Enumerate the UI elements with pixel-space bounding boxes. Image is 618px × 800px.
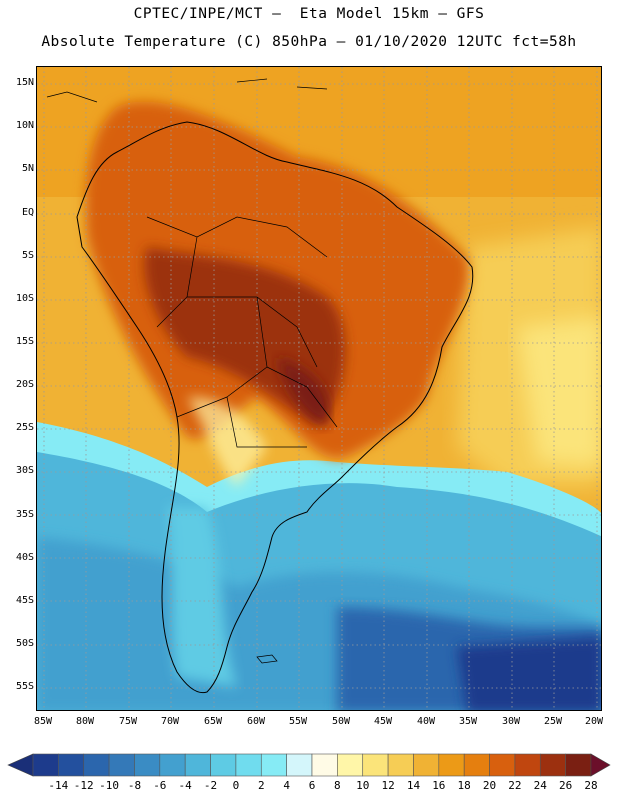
lon-label: 65W [203,716,223,727]
lon-label: 80W [75,716,95,727]
colorbar-cell [463,753,490,777]
lon-label: 45W [373,716,393,727]
caribbean-islands [46,78,328,103]
colorbar-labels: -14 -12 -10 -8 -6 -4 -2 0 2 4 6 8 10 12 14 16 18 20 22 24 26… [48,779,597,792]
colorbar-cell [235,753,262,777]
colorbar-cell [210,753,237,777]
lat-label: 50S [15,638,34,649]
colorbar-tick-label: -4 [179,779,193,792]
colorbar-cell [108,753,135,777]
lat-label: 5S [21,250,34,261]
cold-zone-5 [457,637,601,710]
lat-label: 40S [15,552,34,563]
colorbar-cell [159,753,186,777]
lon-label: 40W [416,716,436,727]
colorbar-cell [565,753,592,777]
colorbar-tick-label: -10 [99,779,119,792]
lon-label: 75W [118,716,138,727]
temperature-map [37,67,601,710]
continent-hottest [277,357,329,427]
colorbar: -14 -12 -10 -8 -6 -4 -2 0 2 4 6 8 10 12 14 16 18 20 22 24 26… [7,753,611,792]
colorbar-tick-label: 16 [432,779,445,792]
colorbar-tick-label: 4 [283,779,290,792]
lat-label: 10S [15,293,34,304]
country-borders [146,216,338,448]
colorbar-tick-label: -2 [204,779,217,792]
colorbar-tick-label: 28 [584,779,597,792]
colorbar-cell [337,753,364,777]
colorbar-cell [58,753,85,777]
lat-label: 5N [21,163,34,174]
colorbar-cell [387,753,414,777]
patagonia-cool [167,507,237,687]
colorbar-tick-label: 20 [483,779,496,792]
lat-label: 25S [15,422,34,433]
lat-label: 20S [15,379,34,390]
colorbar-tick-label: 8 [334,779,341,792]
colorbar-cell [514,753,541,777]
east-atlantic-pale [517,317,601,467]
lon-label: 60W [246,716,266,727]
lat-label: 10N [15,120,34,131]
colorbar-cell [438,753,465,777]
colorbar-high-arrow [590,753,611,777]
colorbar-cell [134,753,161,777]
colorbar-cell [311,753,338,777]
colorbar-tick-label: 6 [309,779,316,792]
colorbar-tick-label: -12 [74,779,94,792]
falkland-islands [256,654,278,664]
colorbar-cell [489,753,516,777]
lon-label: 85W [33,716,53,727]
title-line-1: CPTEC/INPE/MCT – Eta Model 15km – GFS [133,6,485,22]
colorbar-cell [260,753,287,777]
map-frame [36,66,602,711]
colorbar-cell [413,753,440,777]
lat-label: 15S [15,336,34,347]
lat-label: 15N [15,77,34,88]
lon-label: 50W [331,716,351,727]
lon-label: 35W [458,716,478,727]
colorbar-cell [32,753,59,777]
colorbar-tick-label: 26 [559,779,572,792]
colorbar-cell [286,753,313,777]
colorbar-tick-label: 24 [534,779,548,792]
south-america-coastline [76,121,474,694]
lat-label: 45S [15,595,34,606]
lat-label: 30S [15,465,34,476]
colorbar-cell [184,753,211,777]
colorbar-tick-label: 22 [508,779,521,792]
lat-label: EQ [21,207,34,218]
lat-label: 35S [15,509,34,520]
colorbar-tick-label: 0 [233,779,240,792]
lon-label: 20W [584,716,604,727]
andes-cool-strip [187,397,267,487]
colorbar-tick-label: 2 [258,779,265,792]
lon-label: 55W [288,716,308,727]
colorbar-tick-label: -14 [48,779,68,792]
lat-label: 55S [15,681,34,692]
lon-label: 25W [543,716,563,727]
colorbar-cell [539,753,566,777]
colorbar-tick-label: 10 [356,779,369,792]
colorbar-tick-label: 14 [407,779,421,792]
colorbar-low-arrow [7,753,34,777]
colorbar-cells [7,753,611,777]
title-line-2: Absolute Temperature (C) 850hPa – 01/10/… [41,34,577,50]
colorbar-cell [362,753,389,777]
colorbar-tick-label: 18 [458,779,471,792]
colorbar-tick-label: 12 [381,779,394,792]
colorbar-tick-label: -8 [128,779,141,792]
lon-label: 70W [160,716,180,727]
colorbar-cell [83,753,110,777]
lon-label: 30W [501,716,521,727]
colorbar-tick-label: -6 [153,779,166,792]
